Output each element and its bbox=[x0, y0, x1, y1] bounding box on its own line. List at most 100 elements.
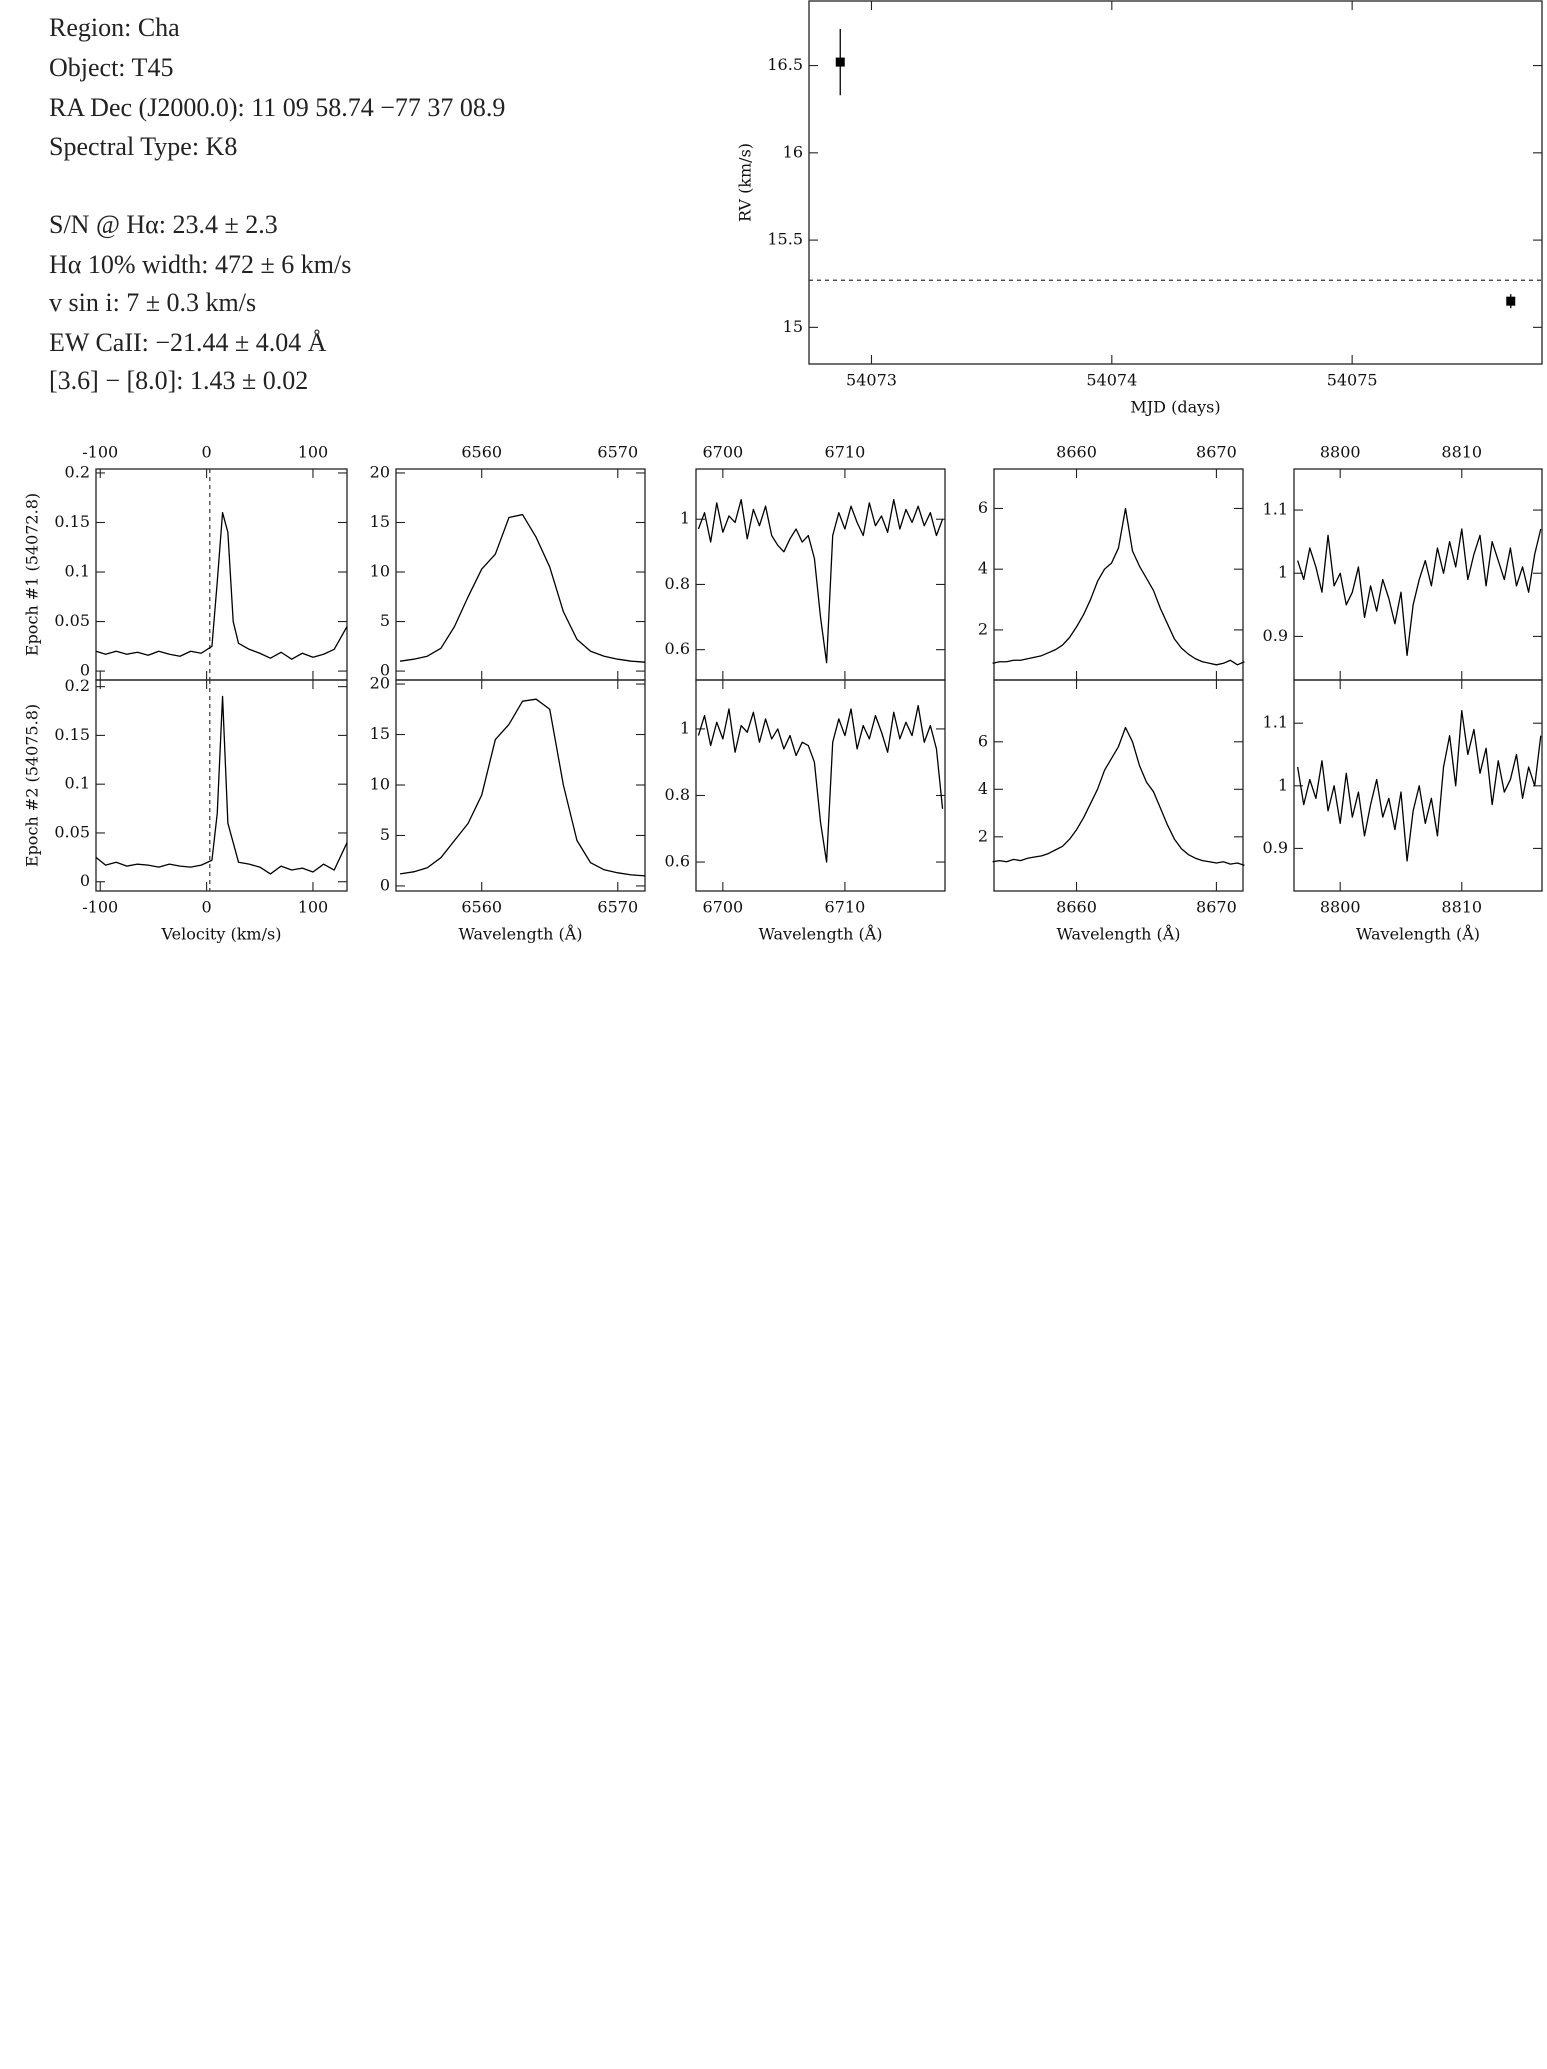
x-tick-label: 6700 bbox=[702, 898, 743, 917]
panel: 0 5 10 15 20 6560 6570 Wavelength (Å) bbox=[370, 674, 646, 944]
x-tick-label: 8810 bbox=[1441, 898, 1482, 917]
y-tick-label: 5 bbox=[380, 825, 390, 844]
x-tick-label: 6710 bbox=[825, 898, 866, 917]
y-tick-label: 1 bbox=[1278, 563, 1288, 582]
y-tick-label: 10 bbox=[370, 774, 390, 793]
spectrum-line bbox=[992, 507, 1245, 666]
spectrum-line bbox=[697, 499, 944, 664]
info-line: RA Dec (J2000.0): 11 09 58.74 −77 37 08.… bbox=[49, 93, 505, 122]
y-axis-label: Epoch #2 (54075.8) bbox=[23, 704, 42, 867]
info-line: v sin i: 7 ± 0.3 km/s bbox=[49, 288, 256, 317]
x-tick-label: 0 bbox=[202, 898, 212, 917]
x-tick-label: 6700 bbox=[702, 443, 743, 462]
info-line: Object: T45 bbox=[49, 53, 173, 82]
y-tick-label: 15 bbox=[370, 512, 390, 531]
x-axis-label: Velocity (km/s) bbox=[161, 925, 282, 944]
y-tick-label: 16.5 bbox=[767, 55, 803, 74]
x-axis-label: Wavelength (Å) bbox=[458, 924, 582, 944]
y-tick-label: 1 bbox=[680, 509, 690, 528]
y-tick-label: 0.9 bbox=[1263, 838, 1288, 857]
y-tick-label: 0.9 bbox=[1263, 626, 1288, 645]
x-tick-label: 6570 bbox=[597, 898, 638, 917]
x-tick-label: 100 bbox=[298, 898, 329, 917]
x-tick-label: 54073 bbox=[846, 371, 897, 390]
y-tick-label: 4 bbox=[978, 779, 988, 798]
header-info: Region: Cha Object: T45 RA Dec (J2000.0)… bbox=[49, 13, 505, 395]
plot-frame bbox=[95, 679, 348, 892]
plot-frame bbox=[695, 679, 946, 892]
panel: 0 0.05 0.1 0.15 0.2 -100 0 100 Velocity (km/s) Ep… bbox=[23, 676, 348, 944]
spectrum-line bbox=[95, 695, 348, 875]
x-tick-label: 100 bbox=[298, 443, 329, 462]
y-tick-label: 20 bbox=[370, 462, 390, 481]
y-tick-label: 0.8 bbox=[665, 574, 690, 593]
spectrum-line bbox=[399, 513, 646, 663]
x-axis-label: MJD (days) bbox=[1130, 398, 1220, 417]
y-tick-label: 0 bbox=[80, 871, 90, 890]
x-tick-label: 8800 bbox=[1320, 898, 1361, 917]
panel: 2 4 6 8660 8670 Wavelength (Å) bbox=[978, 679, 1245, 944]
y-tick-label: 2 bbox=[978, 826, 988, 845]
x-tick-label: -100 bbox=[82, 443, 118, 462]
x-axis-label: Wavelength (Å) bbox=[758, 924, 882, 944]
y-tick-label: 0 bbox=[380, 661, 390, 680]
x-tick-label: 6560 bbox=[461, 898, 502, 917]
info-line: Hα 10% width: 472 ± 6 km/s bbox=[49, 250, 351, 279]
y-tick-label: 0.6 bbox=[665, 639, 690, 658]
panel: 0.9 1 1.1 8800 8810 Wavelength (Å) bbox=[1263, 679, 1543, 944]
y-tick-label: 0.05 bbox=[54, 611, 90, 630]
y-tick-label: 15.5 bbox=[767, 230, 803, 249]
x-axis-label: Wavelength (Å) bbox=[1056, 924, 1180, 944]
x-tick-label: -100 bbox=[82, 898, 118, 917]
y-tick-label: 0.2 bbox=[65, 462, 90, 481]
plot-frame bbox=[808, 0, 1543, 365]
spectrum-line bbox=[1297, 528, 1542, 657]
spectrum-line bbox=[399, 698, 646, 877]
y-tick-label: 5 bbox=[380, 611, 390, 630]
x-tick-label: 8670 bbox=[1196, 443, 1237, 462]
y-tick-label: 0.05 bbox=[54, 822, 90, 841]
x-tick-label: 6570 bbox=[597, 443, 638, 462]
y-tick-label: 2 bbox=[978, 619, 988, 638]
info-line: Spectral Type: K8 bbox=[49, 132, 237, 161]
info-line: EW CaII: −21.44 ± 4.04 Å bbox=[49, 328, 327, 357]
x-tick-label: 8660 bbox=[1056, 898, 1097, 917]
x-tick-label: 8800 bbox=[1320, 443, 1361, 462]
y-tick-label: 20 bbox=[370, 674, 390, 693]
y-tick-label: 1.1 bbox=[1263, 713, 1288, 732]
panel: 0.6 0.8 1 6700 6710 Wavelength (Å) bbox=[665, 679, 946, 944]
panel: 0 0.05 0.1 0.15 0.2-100 0 100 Epoch #1 (54072.8… bbox=[23, 443, 348, 681]
panel: 15 15.5 16 16.5 54073 54074 54075 MJD (days) RV … bbox=[736, 0, 1543, 417]
x-tick-label: 0 bbox=[202, 443, 212, 462]
y-tick-label: 0 bbox=[380, 875, 390, 894]
x-tick-label: 54075 bbox=[1327, 371, 1378, 390]
y-tick-label: 1 bbox=[680, 718, 690, 737]
spectrum-line bbox=[992, 726, 1245, 866]
y-tick-label: 0 bbox=[80, 661, 90, 680]
spectrum-line bbox=[1297, 710, 1542, 862]
y-tick-label: 0.6 bbox=[665, 852, 690, 871]
y-tick-label: 10 bbox=[370, 562, 390, 581]
y-tick-label: 1 bbox=[1278, 775, 1288, 794]
plot-frame bbox=[993, 679, 1244, 892]
spectrum-line bbox=[95, 511, 348, 660]
x-tick-label: 54074 bbox=[1086, 371, 1137, 390]
x-tick-label: 8670 bbox=[1196, 898, 1237, 917]
x-tick-label: 6710 bbox=[825, 443, 866, 462]
info-line: Region: Cha bbox=[49, 13, 180, 42]
y-tick-label: 1.1 bbox=[1263, 500, 1288, 519]
y-tick-label: 0.15 bbox=[54, 512, 90, 531]
y-axis-label: RV (km/s) bbox=[736, 143, 755, 222]
y-tick-label: 6 bbox=[978, 731, 988, 750]
info-line: [3.6] − [8.0]: 1.43 ± 0.02 bbox=[49, 366, 308, 395]
y-tick-label: 15 bbox=[370, 724, 390, 743]
y-tick-label: 16 bbox=[783, 142, 803, 161]
x-tick-label: 8660 bbox=[1056, 443, 1097, 462]
x-axis-label: Wavelength (Å) bbox=[1356, 924, 1480, 944]
x-tick-label: 8810 bbox=[1441, 443, 1482, 462]
y-tick-label: 0.2 bbox=[65, 676, 90, 695]
data-point bbox=[1506, 296, 1516, 306]
